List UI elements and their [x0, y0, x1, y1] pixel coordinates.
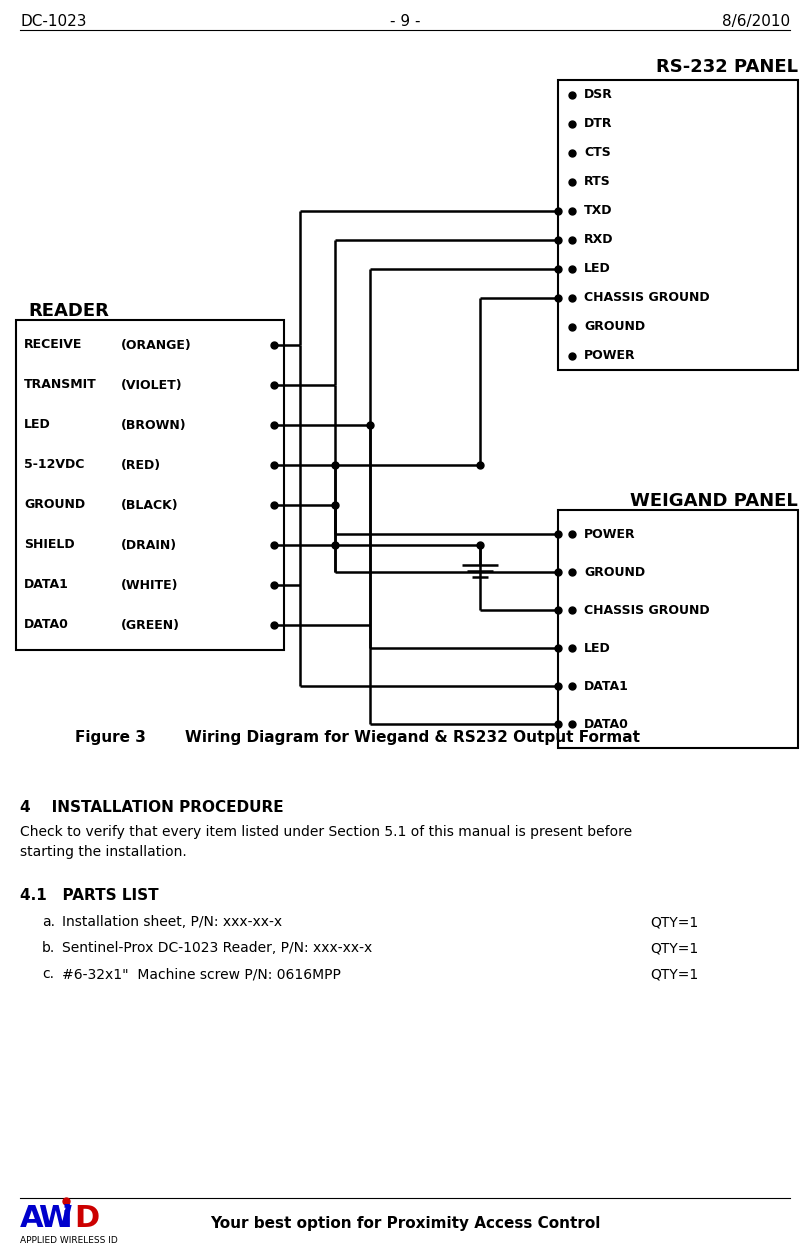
Text: c.: c.	[42, 966, 54, 981]
Text: i: i	[62, 1205, 73, 1233]
Text: WEIGAND PANEL: WEIGAND PANEL	[630, 493, 798, 510]
Text: (VIOLET): (VIOLET)	[121, 379, 182, 392]
Text: CHASSIS GROUND: CHASSIS GROUND	[584, 291, 710, 304]
Text: DTR: DTR	[584, 117, 612, 130]
Text: Sentinel-Prox DC-1023 Reader, P/N: xxx-xx-x: Sentinel-Prox DC-1023 Reader, P/N: xxx-x…	[62, 941, 373, 955]
Text: 8/6/2010: 8/6/2010	[722, 14, 790, 29]
Text: a.: a.	[42, 915, 55, 929]
Text: LED: LED	[584, 262, 611, 276]
Bar	[558, 80, 798, 370]
Text: DATA1: DATA1	[584, 680, 629, 692]
Text: (BLACK): (BLACK)	[121, 499, 179, 511]
Text: CHASSIS GROUND: CHASSIS GROUND	[584, 604, 710, 616]
Text: GROUND: GROUND	[584, 565, 645, 579]
Text: RECEIVE: RECEIVE	[24, 338, 83, 352]
Text: (WHITE): (WHITE)	[121, 579, 178, 591]
Text: 4    INSTALLATION PROCEDURE: 4 INSTALLATION PROCEDURE	[20, 801, 283, 816]
Text: (RED): (RED)	[121, 459, 161, 471]
Text: SHIELD: SHIELD	[24, 539, 75, 551]
Text: Figure 3: Figure 3	[75, 729, 146, 744]
Text: APPLIED WIRELESS ID: APPLIED WIRELESS ID	[20, 1236, 117, 1245]
Text: (BROWN): (BROWN)	[121, 419, 186, 431]
Text: POWER: POWER	[584, 527, 636, 540]
Text: b.: b.	[42, 941, 55, 955]
Text: Check to verify that every item listed under Section 5.1 of this manual is prese: Check to verify that every item listed u…	[20, 826, 632, 839]
Text: GROUND: GROUND	[24, 499, 85, 511]
Text: GROUND: GROUND	[584, 320, 645, 333]
Text: RXD: RXD	[584, 233, 613, 246]
Text: RS-232 PANEL: RS-232 PANEL	[656, 59, 798, 76]
Text: QTY=1: QTY=1	[650, 966, 698, 981]
Text: QTY=1: QTY=1	[650, 915, 698, 929]
Text: POWER: POWER	[584, 349, 636, 362]
Bar	[558, 510, 798, 748]
Text: DATA0: DATA0	[584, 717, 629, 731]
Text: RTS: RTS	[584, 175, 611, 188]
Text: W: W	[38, 1205, 71, 1233]
Text: (GREEN): (GREEN)	[121, 619, 180, 631]
Text: 5-12VDC: 5-12VDC	[24, 459, 84, 471]
Text: DSR: DSR	[584, 89, 613, 101]
Text: - 9 -: - 9 -	[390, 14, 420, 29]
Text: #6-32x1"  Machine screw P/N: 0616MPP: #6-32x1" Machine screw P/N: 0616MPP	[62, 966, 341, 981]
Text: Installation sheet, P/N: xxx-xx-x: Installation sheet, P/N: xxx-xx-x	[62, 915, 282, 929]
Text: DATA0: DATA0	[24, 619, 69, 631]
Text: TXD: TXD	[584, 205, 612, 217]
Text: Your best option for Proximity Access Control: Your best option for Proximity Access Co…	[210, 1216, 600, 1231]
Text: CTS: CTS	[584, 146, 611, 160]
Text: (DRAIN): (DRAIN)	[121, 539, 177, 551]
Text: DC-1023: DC-1023	[20, 14, 87, 29]
Text: QTY=1: QTY=1	[650, 941, 698, 955]
Bar	[16, 320, 284, 650]
Text: 4.1   PARTS LIST: 4.1 PARTS LIST	[20, 888, 159, 903]
Text: Wiring Diagram for Wiegand & RS232 Output Format: Wiring Diagram for Wiegand & RS232 Outpu…	[185, 729, 640, 744]
Text: LED: LED	[24, 419, 51, 431]
Text: READER: READER	[28, 302, 109, 320]
Text: A: A	[20, 1205, 44, 1233]
Text: TRANSMIT: TRANSMIT	[24, 379, 96, 392]
Text: DATA1: DATA1	[24, 579, 69, 591]
Text: (ORANGE): (ORANGE)	[121, 338, 192, 352]
Text: starting the installation.: starting the installation.	[20, 845, 187, 859]
Text: D: D	[74, 1205, 100, 1233]
Text: LED: LED	[584, 641, 611, 655]
